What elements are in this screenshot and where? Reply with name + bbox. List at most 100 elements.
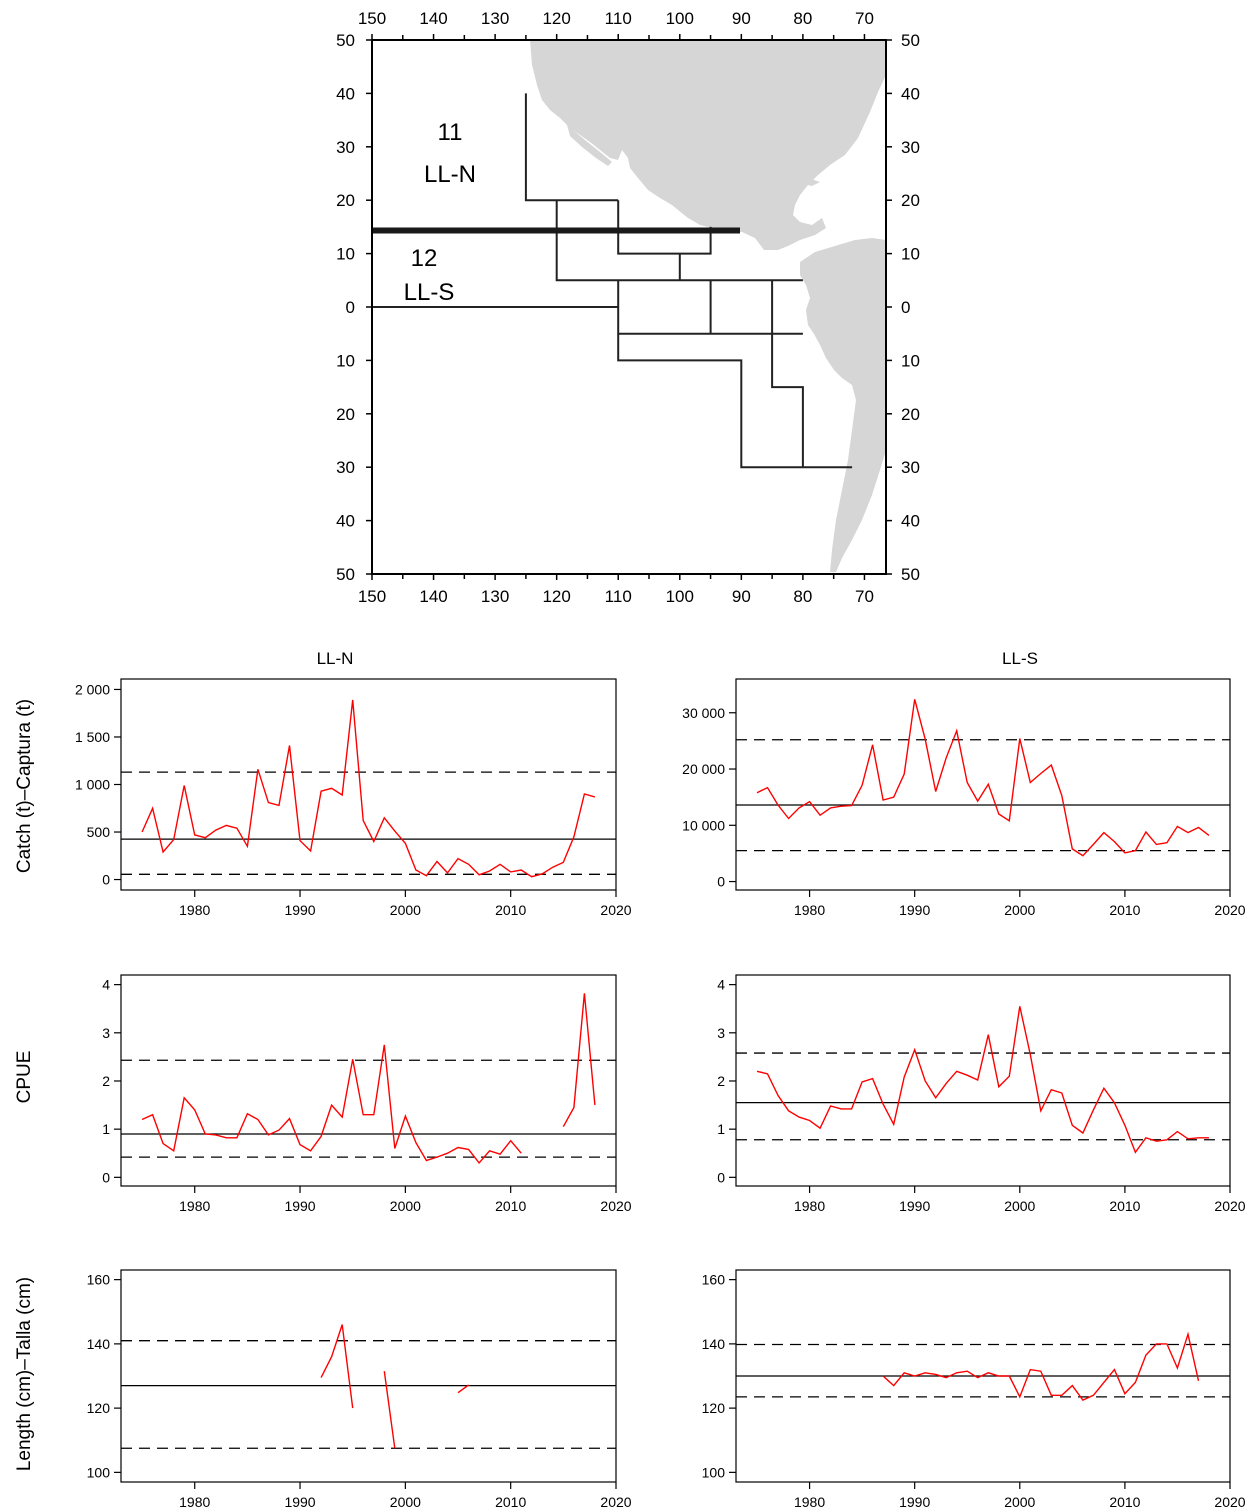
panel-title-right: LL-S: [1002, 649, 1038, 668]
series-line: [141, 699, 596, 878]
x-tick-label: 1980: [179, 1198, 210, 1214]
y-tick-label: 2: [102, 1073, 110, 1089]
lat-label-left: 50: [336, 31, 355, 50]
lon-label-bottom: 100: [666, 587, 694, 606]
south-america-land: [800, 238, 886, 572]
lon-label-top: 130: [481, 9, 509, 28]
map-panel: 11 LL-N 12 LL-S 150 150 140 140 130 130 120 120…: [336, 9, 920, 606]
lat-label-left: 50: [336, 565, 355, 584]
lat-label-left: 40: [336, 512, 355, 531]
series-line: [756, 1006, 1209, 1154]
x-tick-label: 1980: [179, 1494, 210, 1510]
boundary-line: [555, 200, 803, 282]
x-tick-label: 1980: [794, 1494, 825, 1510]
lon-label-top: 90: [732, 9, 751, 28]
lon-label-top: 80: [793, 9, 812, 28]
lon-label-bottom: 90: [732, 587, 751, 606]
lon-label-top: 100: [666, 9, 694, 28]
lat-label-right: 50: [901, 31, 920, 50]
y-tick-label: 0: [102, 1169, 110, 1185]
y-tick-label: 160: [87, 1272, 111, 1288]
series-line: [756, 699, 1210, 857]
y-tick-label: 1: [717, 1121, 725, 1137]
x-tick-label: 2020: [1214, 1494, 1245, 1510]
lat-label-right: 30: [901, 138, 920, 157]
lon-label-bottom: 130: [481, 587, 509, 606]
lon-label-top: 150: [358, 9, 386, 28]
boundary-line: [524, 93, 619, 202]
x-tick-label: 1990: [284, 902, 315, 918]
y-tick-label: 0: [717, 1169, 725, 1185]
y-tick-label: 160: [702, 1272, 726, 1288]
north-america-land: [530, 40, 886, 250]
area-12-number: 12: [411, 245, 438, 272]
y-tick-label: 3: [102, 1025, 110, 1041]
y-tick-label: 2: [717, 1073, 725, 1089]
plot-frame: [120, 678, 617, 891]
cuba-land: [770, 168, 820, 186]
lat-label-right: 20: [901, 405, 920, 424]
row-label-catch: Catch (t)–Captura (t): [14, 699, 35, 873]
y-tick-label: 4: [717, 977, 725, 993]
series-line: [562, 993, 596, 1128]
lon-label-top: 140: [419, 9, 447, 28]
area-12-name: LL-S: [404, 279, 455, 306]
lon-label-bottom: 140: [419, 587, 447, 606]
lat-label-left: 20: [336, 191, 355, 210]
x-tick-label: 1980: [794, 1198, 825, 1214]
lat-label-left: 0: [346, 298, 355, 317]
lon-label-bottom: 120: [542, 587, 570, 606]
x-tick-label: 2010: [495, 1198, 526, 1214]
y-tick-label: 30 000: [682, 705, 725, 721]
x-tick-label: 1990: [899, 902, 930, 918]
y-tick-label: 10 000: [682, 817, 725, 833]
lon-label-bottom: 70: [855, 587, 874, 606]
y-tick-label: 100: [702, 1464, 726, 1480]
y-tick-label: 4: [102, 977, 110, 993]
x-tick-label: 2020: [1214, 902, 1245, 918]
y-tick-label: 120: [87, 1400, 111, 1416]
map-axes: 1501501401401301301201201101101001009090…: [336, 9, 920, 606]
lat-label-left: 10: [336, 351, 355, 370]
y-tick-label: 0: [717, 874, 725, 890]
y-tick-label: 140: [87, 1336, 111, 1352]
series-line: [882, 1331, 1200, 1401]
lat-label-right: 0: [901, 298, 910, 317]
lon-label-bottom: 80: [793, 587, 812, 606]
y-tick-label: 1 500: [75, 729, 110, 745]
chart-ll-n-cpue: 1980 1990 2000 2010 2020 0 1 2 3 4: [102, 974, 632, 1214]
x-tick-label: 2000: [390, 902, 421, 918]
y-tick-label: 1 000: [75, 777, 110, 793]
row-label-cpue: CPUE: [14, 1051, 35, 1104]
chart-ll-s-cpue: 1980 1990 2000 2010 2020 0 1 2 3 4: [717, 974, 1246, 1214]
lat-label-right: 40: [901, 512, 920, 531]
y-tick-label: 120: [702, 1400, 726, 1416]
y-tick-label: 3: [717, 1025, 725, 1041]
area-11-name: LL-N: [424, 161, 476, 188]
y-tick-label: 100: [87, 1464, 111, 1480]
area-11-number: 11: [438, 119, 463, 146]
x-tick-label: 2020: [600, 1494, 631, 1510]
lat-label-right: 30: [901, 458, 920, 477]
plot-frame: [120, 974, 617, 1187]
row-label-length: Length (cm)–Talla (cm): [14, 1277, 35, 1471]
x-tick-label: 2000: [1004, 1494, 1035, 1510]
lat-label-right: 10: [901, 351, 920, 370]
x-tick-label: 1980: [794, 902, 825, 918]
x-tick-label: 2020: [1214, 1198, 1245, 1214]
x-tick-label: 2000: [390, 1198, 421, 1214]
lon-label-bottom: 150: [358, 587, 386, 606]
x-tick-label: 1990: [284, 1198, 315, 1214]
x-tick-label: 1980: [179, 902, 210, 918]
x-tick-label: 2000: [390, 1494, 421, 1510]
lat-label-left: 10: [336, 245, 355, 264]
x-tick-label: 2010: [495, 902, 526, 918]
lat-label-right: 40: [901, 84, 920, 103]
series-line: [320, 1324, 354, 1409]
lon-label-bottom: 110: [605, 587, 632, 606]
x-tick-label: 2010: [1109, 1494, 1140, 1510]
boundary-line: [617, 200, 712, 255]
plot-frame: [735, 678, 1231, 891]
chart-ll-n-length: 1980 1990 2000 2010 2020 100 120 140 160: [87, 1269, 632, 1510]
